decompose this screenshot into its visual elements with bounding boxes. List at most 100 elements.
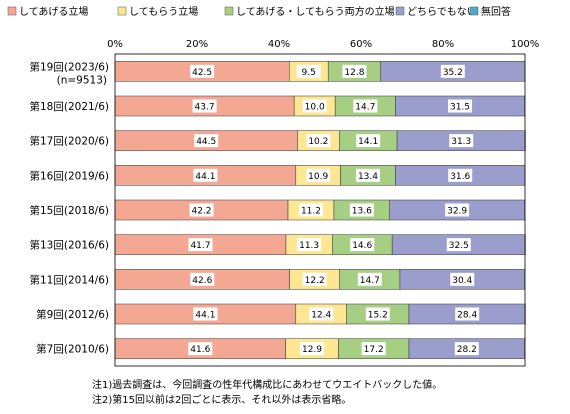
x-tick-label: 0%: [107, 39, 123, 50]
category-label: 第16回(2019/6): [30, 169, 110, 182]
x-tick-label: 40%: [268, 39, 290, 50]
category-label: 第15回(2018/6): [30, 204, 110, 217]
data-label: 43.7: [195, 103, 215, 113]
data-label-bg: [349, 203, 374, 217]
data-label-bg: [361, 342, 386, 356]
category-label: 第7回(2010/6): [36, 343, 109, 356]
data-label: 14.6: [352, 241, 372, 251]
data-label: 11.2: [301, 207, 321, 217]
data-label: 28.4: [457, 311, 477, 321]
data-label-bg: [192, 99, 217, 113]
data-label: 28.2: [457, 345, 477, 355]
data-label-bg: [298, 203, 323, 217]
data-label: 31.3: [451, 137, 471, 147]
data-label-bg: [306, 134, 331, 148]
data-label: 12.9: [302, 345, 322, 355]
category-label: 第19回(2023/6): [30, 60, 110, 73]
data-label: 32.5: [449, 241, 469, 251]
data-label: 30.4: [452, 276, 472, 286]
category-label: 第18回(2021/6): [30, 100, 110, 113]
data-label: 42.6: [192, 276, 212, 286]
category-label: 第17回(2020/6): [30, 135, 110, 148]
data-label: 13.4: [358, 172, 378, 182]
data-label-bg: [353, 99, 378, 113]
data-label-bg: [446, 238, 471, 252]
legend-swatch: [224, 6, 234, 16]
x-tick-label: 20%: [186, 39, 208, 50]
data-label-bg: [309, 307, 334, 321]
legend-label: してもらう立場: [129, 5, 198, 18]
data-label: 14.7: [355, 103, 375, 113]
data-label: 41.6: [190, 345, 210, 355]
data-label: 44.1: [195, 311, 215, 321]
category-label: 第13回(2016/6): [30, 239, 110, 252]
legend-swatch: [395, 6, 405, 16]
data-label: 42.5: [192, 68, 212, 78]
data-label-bg: [355, 168, 380, 182]
data-label-bg: [448, 168, 473, 182]
data-label: 12.2: [305, 276, 325, 286]
x-tick-label: 80%: [432, 39, 454, 50]
data-label: 31.5: [450, 103, 470, 113]
category-label: 第9回(2012/6): [36, 308, 109, 321]
data-label-bg: [356, 134, 381, 148]
data-label: 10.2: [308, 137, 328, 147]
data-label-bg: [188, 342, 213, 356]
data-label-bg: [365, 307, 390, 321]
data-label-bg: [306, 168, 331, 182]
data-label-bg: [450, 272, 475, 286]
legend-swatch: [117, 6, 127, 16]
data-label-bg: [440, 64, 465, 78]
data-label: 11.3: [299, 241, 319, 251]
data-label: 44.1: [195, 172, 215, 182]
legend-label: してあげる・してもらう両方の立場: [236, 5, 395, 18]
data-label-bg: [302, 99, 327, 113]
plot-area-frame: [114, 53, 526, 367]
data-label: 14.7: [360, 276, 380, 286]
data-label-bg: [193, 307, 218, 321]
data-label-bg: [357, 272, 382, 286]
category-sublabel: (n=9513): [57, 74, 107, 86]
data-label-bg: [296, 64, 321, 78]
data-label: 41.7: [190, 241, 210, 251]
data-label: 12.4: [311, 311, 331, 321]
data-label-bg: [449, 134, 474, 148]
data-label-bg: [190, 64, 215, 78]
legend-label: 無回答: [481, 5, 511, 18]
x-tick-label: 60%: [350, 39, 372, 50]
data-label: 32.9: [447, 207, 467, 217]
data-label-bg: [454, 342, 479, 356]
legend-label: してあげる立場: [19, 5, 88, 18]
data-label-bg: [342, 64, 367, 78]
data-label-bg: [350, 238, 375, 252]
data-label: 10.0: [305, 103, 325, 113]
data-label-bg: [189, 203, 214, 217]
data-label-bg: [302, 272, 327, 286]
footnote-1: 注1)過去調査は、今回調査の性年代構成比にあわせてウエイトバックした値。: [92, 380, 443, 391]
data-label-bg: [297, 238, 322, 252]
legend-swatch: [469, 6, 479, 16]
data-label-bg: [445, 203, 470, 217]
data-label-bg: [300, 342, 325, 356]
data-label: 31.6: [450, 172, 470, 182]
data-label: 44.5: [196, 137, 216, 147]
data-label: 10.9: [308, 172, 328, 182]
data-label: 14.1: [358, 137, 378, 147]
legend-label: どちらでもない: [407, 6, 477, 18]
legend-swatch: [7, 6, 17, 16]
data-label: 17.2: [364, 345, 384, 355]
category-label: 第11回(2014/6): [30, 273, 110, 286]
footnote-2: 注2)第15回以前は2回ごとに表示、それ以外は表示省略。: [92, 395, 352, 406]
data-label: 15.2: [368, 311, 388, 321]
data-label: 13.6: [352, 207, 372, 217]
data-label: 12.8: [344, 68, 364, 78]
data-label-bg: [190, 272, 215, 286]
data-label: 42.2: [191, 207, 211, 217]
data-label-bg: [448, 99, 473, 113]
data-label-bg: [455, 307, 480, 321]
data-label-bg: [188, 238, 213, 252]
data-label-bg: [194, 134, 219, 148]
data-label: 9.5: [302, 68, 316, 78]
data-label: 35.2: [443, 68, 463, 78]
